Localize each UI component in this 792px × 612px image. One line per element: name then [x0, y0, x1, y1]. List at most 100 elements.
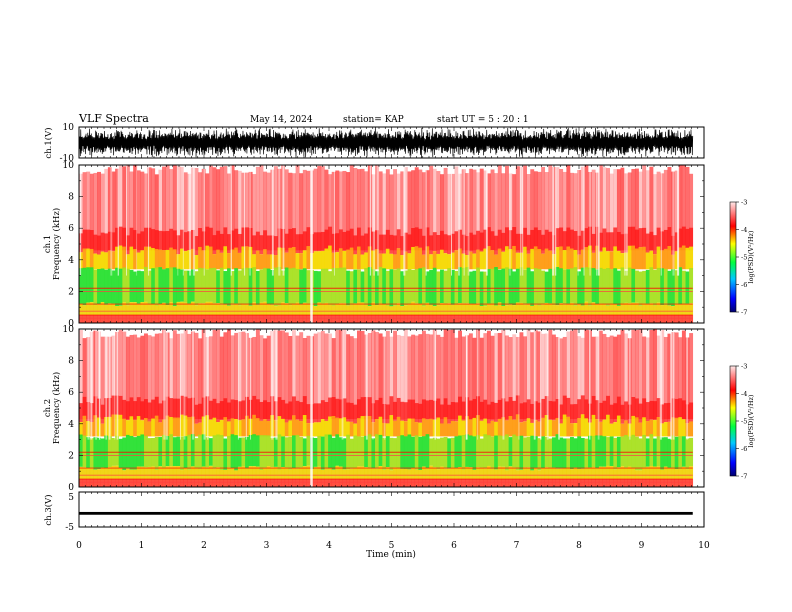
- spectrogram-cell: [364, 467, 369, 480]
- ch2-colorbar-label: log(PSD)(V²/Hz): [747, 394, 755, 447]
- spectrogram-cell: [580, 166, 585, 251]
- spectrogram-cell: [115, 227, 120, 247]
- spectrogram-cell: [147, 421, 152, 437]
- spectrogram-cell: [320, 250, 325, 270]
- spectrogram-streak: [624, 165, 626, 276]
- spectrogram-cell: [115, 246, 120, 270]
- spectrogram-cell: [335, 479, 340, 487]
- spectrogram-cell: [541, 398, 546, 418]
- spectrogram-cell: [631, 268, 636, 303]
- spectrogram-cell: [342, 315, 347, 323]
- spectrogram-cell: [396, 173, 401, 251]
- spectrogram-cell: [472, 303, 477, 316]
- spectrogram-cell: [216, 270, 221, 304]
- spectrogram-cell: [440, 230, 444, 250]
- spectrogram-cell: [82, 338, 87, 420]
- spectrogram-cell: [425, 170, 430, 251]
- spectrogram-cell: [205, 245, 210, 270]
- spectrogram-cell: [411, 170, 416, 251]
- spectrogram-cell: [335, 315, 340, 323]
- spectrogram-cell: [295, 335, 300, 420]
- spectrogram-cell: [566, 397, 571, 417]
- spectrogram-cell: [118, 479, 123, 487]
- spectrogram-cell: [183, 302, 188, 316]
- spectrogram-cell: [570, 469, 574, 480]
- spectrogram-cell: [162, 329, 166, 420]
- spectrogram-cell: [425, 227, 430, 247]
- spectrogram-cell: [649, 479, 654, 487]
- spectrogram-cell: [190, 416, 195, 437]
- spectrogram-cell: [580, 305, 585, 316]
- spectrogram-cell: [118, 395, 123, 415]
- spectrogram-cell: [443, 270, 448, 304]
- spectrogram-cell: [288, 335, 293, 420]
- spectrogram-cell: [429, 465, 434, 480]
- spectrogram-cell: [129, 269, 134, 303]
- spectrogram-cell: [537, 305, 542, 316]
- spectrogram-cell: [461, 420, 466, 437]
- spectrogram-cell: [634, 479, 639, 487]
- spectrogram-cell: [266, 435, 271, 467]
- spectrogram-cell: [176, 315, 181, 323]
- spectrogram-cell: [223, 479, 228, 487]
- spectrogram-cell: [223, 332, 228, 420]
- ch1-colorbar-gradient: [729, 201, 737, 313]
- spectrogram-cell: [342, 231, 347, 251]
- spectrogram-cell: [273, 236, 278, 256]
- spectrogram-cell: [313, 168, 318, 251]
- spectrogram-cell: [685, 303, 690, 316]
- colorbar-tick-label: -3: [741, 199, 747, 207]
- spectrogram-cell: [472, 337, 477, 420]
- spectrogram-streak: [108, 329, 111, 440]
- spectrogram-cell: [566, 303, 571, 316]
- spectrogram-streak: [189, 165, 192, 276]
- spectrogram-cell: [273, 267, 278, 307]
- spectrogram-cell: [342, 469, 347, 480]
- spectrogram-cell: [490, 250, 495, 270]
- spectrogram-cell: [259, 269, 264, 303]
- spectrogram-cell: [255, 479, 260, 487]
- spectrogram-cell: [591, 268, 596, 303]
- spectrogram-cell: [364, 315, 369, 323]
- spectrogram-streak: [110, 165, 113, 276]
- spectrogram-cell: [440, 269, 444, 304]
- spectrogram-cell: [468, 232, 473, 252]
- spectrogram-cell: [393, 479, 398, 487]
- spectrogram-cell: [559, 404, 564, 424]
- spectrogram-streak: [595, 165, 598, 276]
- spectrogram-cell: [454, 467, 459, 480]
- spectrogram-cell: [306, 270, 311, 304]
- spectrogram-cell: [259, 302, 264, 316]
- spectrogram-streak: [310, 329, 313, 487]
- spectrogram-cell: [447, 423, 452, 437]
- spectrogram-cell: [555, 315, 560, 323]
- spectrogram-streak: [434, 329, 436, 440]
- spectrogram-cell: [595, 172, 600, 251]
- spectrogram-cell: [515, 233, 520, 253]
- spectrogram-cell: [140, 335, 145, 420]
- spectrogram-cell: [245, 333, 249, 420]
- spectrogram-cell: [107, 231, 112, 251]
- spectrogram-streak: [518, 329, 520, 440]
- ch1-spectrogram-channel-label: ch.1: [43, 235, 53, 253]
- spectrogram-cell: [118, 329, 123, 420]
- spectrogram-cell: [544, 271, 549, 303]
- spectrogram-cell: [342, 303, 347, 316]
- spectrogram-cell: [111, 465, 116, 480]
- spectrogram-cell: [165, 332, 170, 420]
- spectrogram-cell: [649, 434, 654, 466]
- spectrogram-cell: [681, 165, 686, 251]
- spectrogram-cell: [190, 479, 195, 487]
- spectrogram-streak: [275, 329, 278, 440]
- spectrogram-cell: [118, 226, 123, 246]
- spectrogram-cell: [559, 303, 564, 316]
- spectrogram-cell: [122, 399, 127, 419]
- spectrogram-cell: [292, 415, 296, 437]
- spectrogram-cell: [165, 249, 170, 270]
- spectrogram-cell: [270, 479, 275, 487]
- spectrogram-cell: [151, 466, 156, 480]
- spectrogram-cell: [523, 165, 527, 251]
- spectrogram-cell: [429, 334, 434, 420]
- spectrogram-cell: [255, 435, 260, 467]
- spectrogram-cell: [573, 467, 578, 480]
